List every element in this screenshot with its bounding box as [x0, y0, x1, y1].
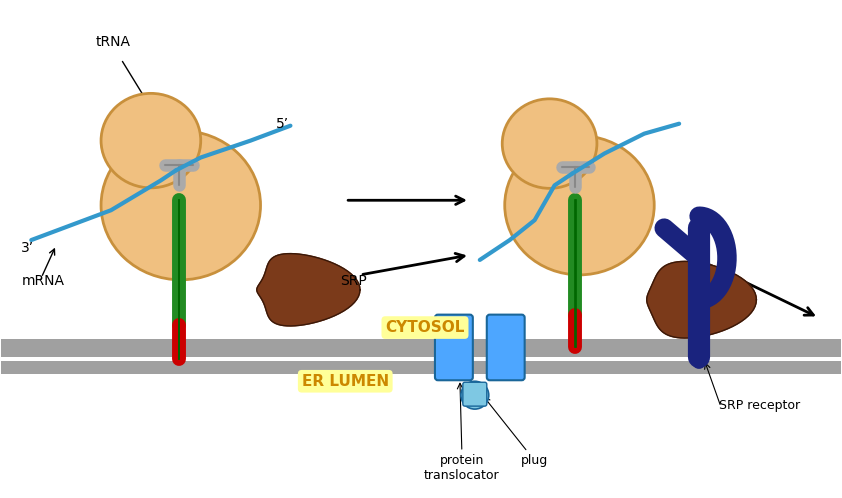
Text: protein
translocator: protein translocator — [424, 454, 499, 482]
Text: ER LUMEN: ER LUMEN — [301, 374, 389, 389]
Text: mRNA: mRNA — [21, 274, 64, 288]
Text: 3’: 3’ — [21, 241, 35, 255]
Text: plug: plug — [521, 454, 548, 467]
FancyBboxPatch shape — [463, 382, 487, 406]
FancyBboxPatch shape — [435, 315, 473, 380]
Ellipse shape — [101, 130, 260, 280]
Text: 5’: 5’ — [275, 117, 289, 130]
Ellipse shape — [502, 99, 597, 188]
Text: CYTOSOL: CYTOSOL — [386, 320, 465, 335]
Bar — [2, 340, 840, 358]
Polygon shape — [257, 253, 360, 326]
Text: SRP receptor: SRP receptor — [719, 399, 800, 412]
Bar — [2, 362, 840, 374]
Text: SRP: SRP — [340, 274, 367, 288]
Polygon shape — [647, 261, 756, 338]
Ellipse shape — [461, 381, 488, 409]
FancyBboxPatch shape — [487, 315, 525, 380]
Ellipse shape — [101, 93, 200, 188]
Bar — [2, 358, 840, 362]
Ellipse shape — [504, 135, 654, 275]
Text: tRNA: tRNA — [96, 35, 131, 49]
